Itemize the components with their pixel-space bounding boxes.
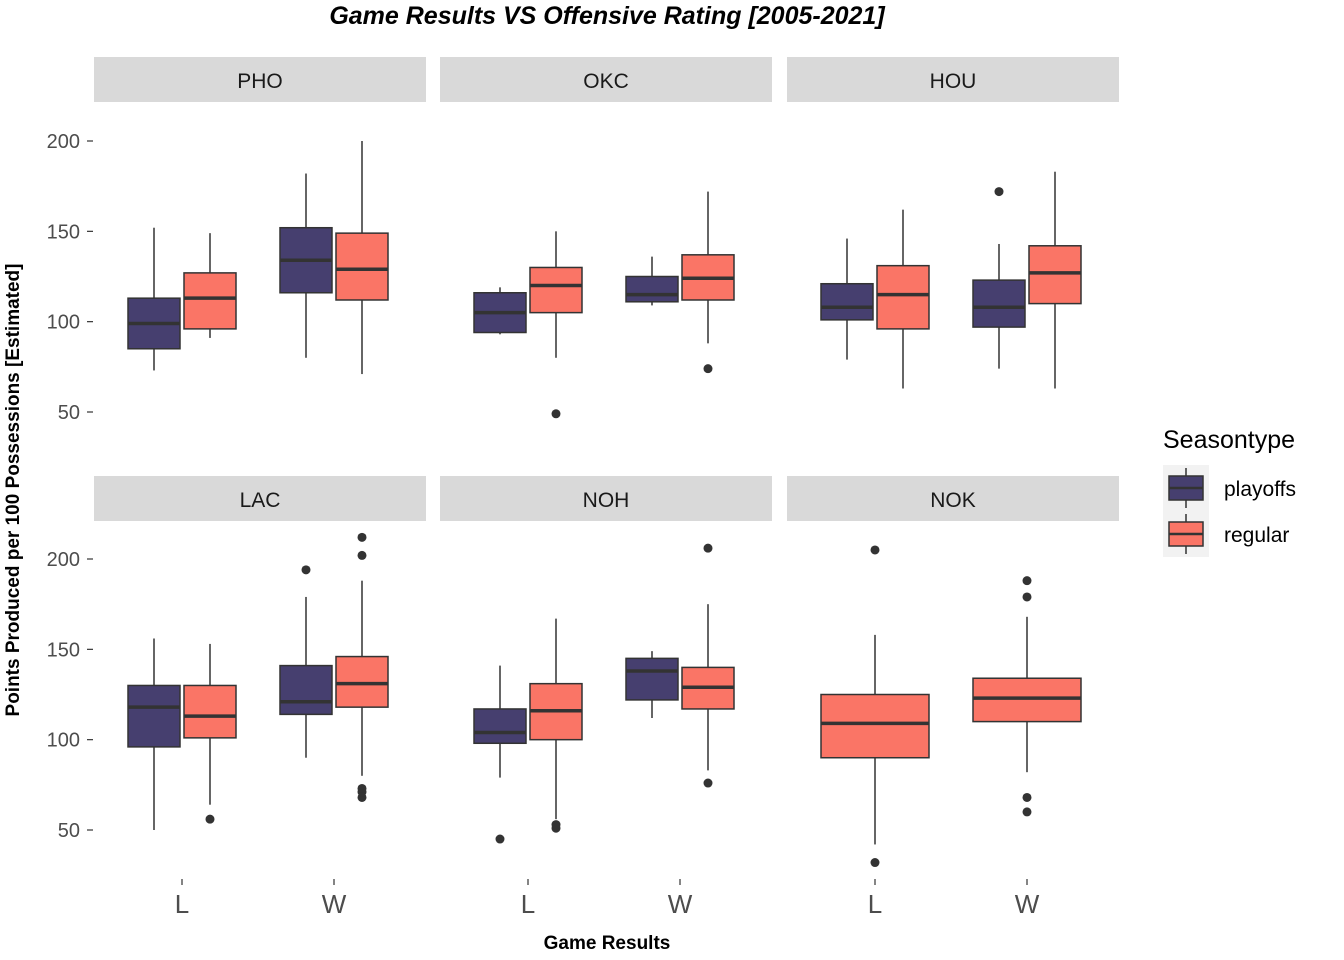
box-w-regular xyxy=(335,532,389,802)
box-w-regular xyxy=(1028,171,1082,389)
x-axis-title: Game Results xyxy=(544,933,671,954)
iqr-box xyxy=(625,275,679,303)
x-tick-label: L xyxy=(175,889,189,919)
legend-item-regular: regular xyxy=(1168,514,1289,554)
outlier-point xyxy=(551,820,561,830)
box-l-regular xyxy=(529,618,583,833)
y-tick-label: 100 xyxy=(47,730,80,752)
y-tick-label: 150 xyxy=(47,639,80,661)
strip-label: HOU xyxy=(930,70,977,93)
iqr-box xyxy=(335,655,389,708)
outlier-point xyxy=(703,364,713,374)
y-tick-label: 100 xyxy=(47,312,80,334)
legend-label: regular xyxy=(1224,524,1289,547)
x-tick-label: W xyxy=(668,889,693,919)
strip-background xyxy=(94,476,426,521)
outlier-point xyxy=(1022,592,1032,602)
box-w-regular xyxy=(681,543,735,788)
y-tick-label: 200 xyxy=(47,549,80,571)
outlier-point xyxy=(994,187,1004,197)
outlier-point xyxy=(1022,576,1032,586)
iqr-box xyxy=(820,693,930,759)
panel-pho: PHO 50 100 150 200 xyxy=(47,57,426,424)
outlier-point xyxy=(551,409,561,419)
legend: Seasontype playoffs regular xyxy=(1163,426,1296,557)
panel-noh: NOH L W xyxy=(440,476,772,919)
chart-title: Game Results VS Offensive Rating [2005-2… xyxy=(329,2,886,30)
box-w-playoffs xyxy=(279,173,333,358)
outlier-point xyxy=(870,858,880,868)
legend-label: playoffs xyxy=(1224,478,1296,501)
x-tick-label: L xyxy=(868,889,882,919)
iqr-box xyxy=(335,232,389,301)
strip-label: NOH xyxy=(583,489,630,512)
y-tick-label: 50 xyxy=(58,820,80,842)
iqr-box xyxy=(183,272,237,330)
strip-label: NOK xyxy=(930,489,976,512)
strip-background xyxy=(787,476,1119,521)
strip-label: LAC xyxy=(240,489,281,512)
box-l-playoffs xyxy=(473,665,527,844)
outlier-point xyxy=(205,814,215,824)
facet-panels: PHO 50 100 150 200 OKC HOU LAC 50 100 150 200 L W NOH L… xyxy=(47,57,1119,919)
box-w-regular xyxy=(972,576,1082,817)
iqr-box xyxy=(529,266,583,314)
legend-title: Seasontype xyxy=(1163,426,1295,454)
box-l-regular xyxy=(820,545,930,868)
panel-lac: LAC 50 100 150 200 L W xyxy=(47,476,426,919)
panel-nok: NOK L W xyxy=(787,476,1119,919)
strip-background xyxy=(440,57,772,102)
outlier-point xyxy=(703,543,713,553)
y-tick-label: 150 xyxy=(47,221,80,243)
outlier-point xyxy=(870,545,880,555)
box-l-regular xyxy=(183,643,237,824)
y-tick-label: 50 xyxy=(58,402,80,424)
iqr-box xyxy=(972,677,1082,723)
box-l-playoffs xyxy=(473,287,527,335)
iqr-box xyxy=(972,279,1026,328)
outlier-point xyxy=(357,532,367,542)
y-tick-label: 200 xyxy=(47,131,80,153)
outlier-point xyxy=(495,834,505,844)
strip-label: OKC xyxy=(583,70,629,93)
box-w-playoffs xyxy=(625,651,679,718)
iqr-box xyxy=(473,708,527,745)
panel-hou: HOU xyxy=(787,57,1119,389)
outlier-point xyxy=(301,565,311,575)
box-l-regular xyxy=(876,209,930,389)
iqr-box xyxy=(876,264,930,330)
iqr-box xyxy=(820,282,874,321)
outlier-point xyxy=(357,550,367,560)
box-w-playoffs xyxy=(972,187,1026,369)
strip-background xyxy=(94,57,426,102)
strip-background xyxy=(787,57,1119,102)
box-w-playoffs xyxy=(279,565,333,758)
box-l-regular xyxy=(529,231,583,419)
strip-background xyxy=(440,476,772,521)
x-tick-label: L xyxy=(521,889,535,919)
legend-item-playoffs: playoffs xyxy=(1168,468,1296,508)
strip-label: PHO xyxy=(237,70,283,93)
iqr-box xyxy=(183,684,237,739)
panel-okc: OKC xyxy=(440,57,772,419)
y-axis-title: Points Produced per 100 Possessions [Est… xyxy=(3,264,24,717)
box-l-regular xyxy=(183,233,237,338)
iqr-box xyxy=(279,664,333,716)
outlier-point xyxy=(357,783,367,793)
iqr-box xyxy=(1028,245,1082,305)
box-l-playoffs xyxy=(127,227,181,371)
x-tick-label: W xyxy=(322,889,347,919)
box-w-playoffs xyxy=(625,256,679,306)
box-l-playoffs xyxy=(820,238,874,360)
outlier-point xyxy=(703,778,713,788)
iqr-box xyxy=(127,684,181,748)
x-tick-label: W xyxy=(1015,889,1040,919)
box-w-regular xyxy=(681,191,735,374)
iqr-box xyxy=(625,657,679,701)
box-w-regular xyxy=(335,141,389,375)
outlier-point xyxy=(1022,807,1032,817)
box-l-playoffs xyxy=(127,638,181,830)
outlier-point xyxy=(1022,792,1032,802)
